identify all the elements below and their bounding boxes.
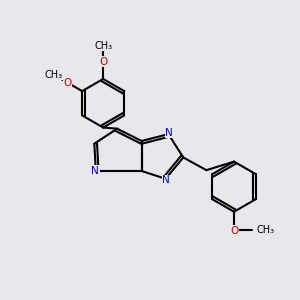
Text: N: N xyxy=(165,128,173,138)
Text: CH₃: CH₃ xyxy=(94,41,112,51)
Text: CH₃: CH₃ xyxy=(44,70,63,80)
Text: N: N xyxy=(162,175,170,185)
Text: O: O xyxy=(63,77,71,88)
Text: O: O xyxy=(99,57,107,67)
Text: N: N xyxy=(92,166,99,176)
Text: CH₃: CH₃ xyxy=(257,225,275,235)
Text: O: O xyxy=(230,226,238,236)
